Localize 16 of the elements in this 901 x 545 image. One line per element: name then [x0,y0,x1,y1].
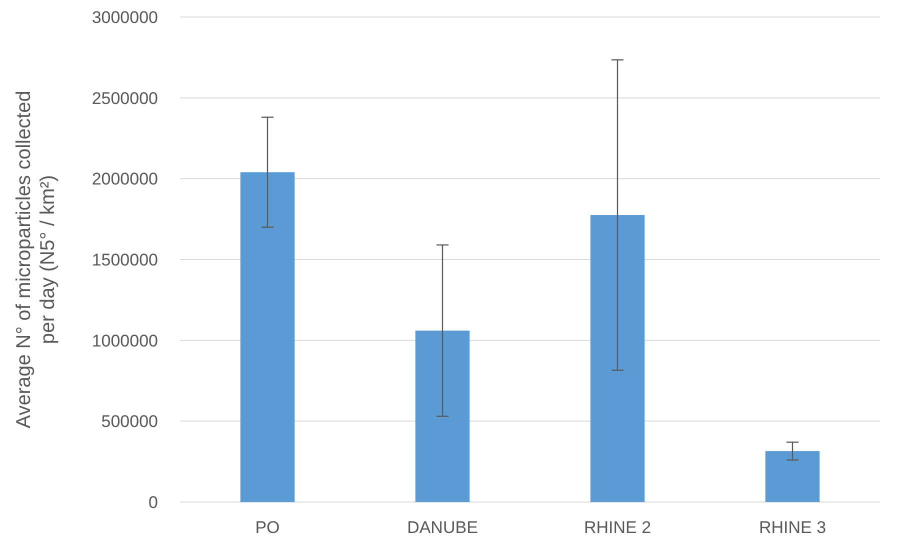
y-tick-label: 0 [148,492,158,512]
x-tick-label: RHINE 2 [584,518,652,537]
bar [240,172,295,502]
y-tick-label: 3000000 [92,8,158,27]
bar [765,451,820,502]
y-tick-label: 1000000 [92,331,158,350]
bar [415,330,470,502]
y-tick-label: 2500000 [92,88,158,108]
x-tick-label: DANUBE [407,518,478,537]
bar [590,215,645,502]
y-tick-label: 2000000 [92,170,158,189]
y-axis-title: Average N° of microparticles collected per day (N5° / km²) [13,90,59,428]
y-tick-label: 1500000 [92,250,158,270]
x-tick-label: RHINE 3 [758,518,826,537]
x-tick-label: PO [255,518,280,537]
y-tick-label: 500000 [101,412,158,432]
